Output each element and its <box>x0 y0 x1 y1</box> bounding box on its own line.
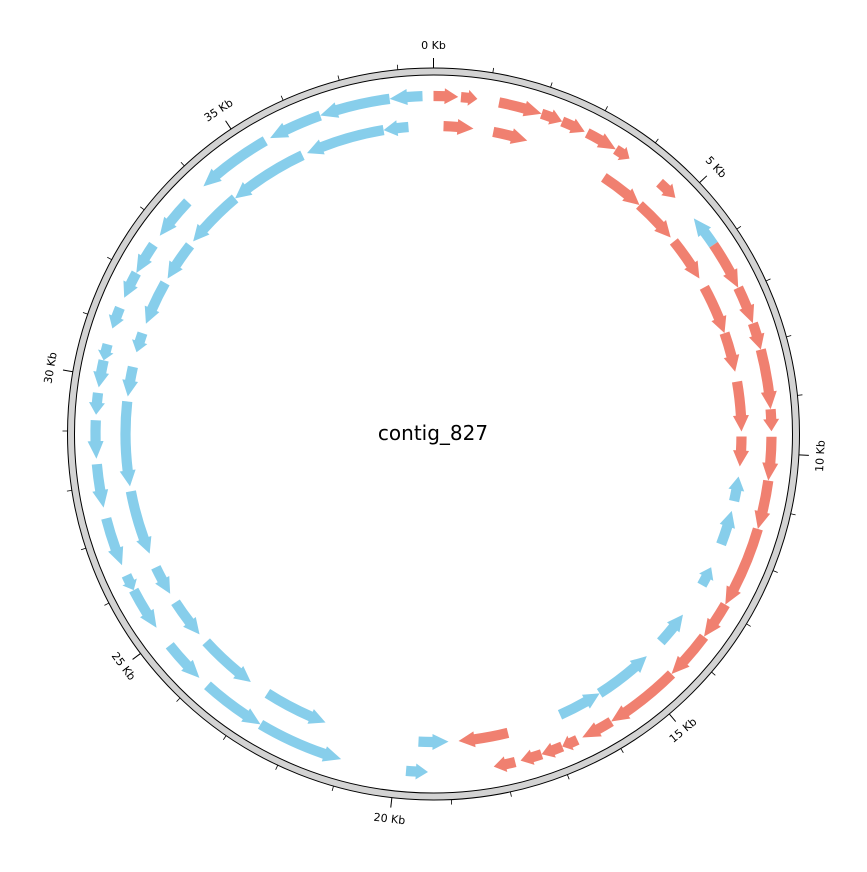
minor-tick <box>338 76 339 81</box>
minor-tick <box>104 603 108 605</box>
minor-tick <box>773 571 778 573</box>
major-tick <box>391 798 392 808</box>
tick-label: 20 Kb <box>373 811 406 828</box>
minor-tick <box>83 312 88 314</box>
major-tick <box>133 653 141 659</box>
minor-tick <box>493 68 494 73</box>
minor-tick <box>737 226 741 229</box>
tick-label: 30 Kb <box>42 351 60 384</box>
minor-tick <box>181 162 184 166</box>
tick-label: 15 Kb <box>667 715 700 745</box>
tick-label: 10 Kb <box>813 440 828 472</box>
tick-label: 25 Kb <box>109 650 138 683</box>
minor-tick <box>655 139 658 143</box>
major-tick <box>700 176 707 183</box>
minor-tick <box>276 765 278 770</box>
minor-tick <box>786 336 791 337</box>
minor-tick <box>797 395 802 396</box>
major-tick <box>226 121 232 129</box>
major-tick <box>63 370 73 372</box>
major-tick <box>669 714 675 722</box>
minor-tick <box>766 279 771 281</box>
minor-tick <box>605 106 607 110</box>
minor-tick <box>746 624 750 627</box>
minor-tick <box>67 490 72 491</box>
minor-tick <box>140 207 144 210</box>
major-tick <box>799 455 809 456</box>
minor-tick <box>567 775 569 780</box>
minor-tick <box>107 257 111 259</box>
minor-tick <box>510 792 511 797</box>
minor-tick <box>621 748 624 752</box>
minor-tick <box>332 786 333 791</box>
contig-title: contig_827 <box>378 421 488 445</box>
minor-tick <box>551 82 553 87</box>
minor-tick <box>712 672 716 675</box>
minor-tick <box>791 514 796 515</box>
minor-tick <box>223 736 226 740</box>
minor-tick <box>177 698 180 702</box>
tick-label: 0 Kb <box>421 39 446 52</box>
minor-tick <box>81 548 86 550</box>
tick-label: 35 Kb <box>202 96 236 124</box>
minor-tick <box>281 96 283 101</box>
